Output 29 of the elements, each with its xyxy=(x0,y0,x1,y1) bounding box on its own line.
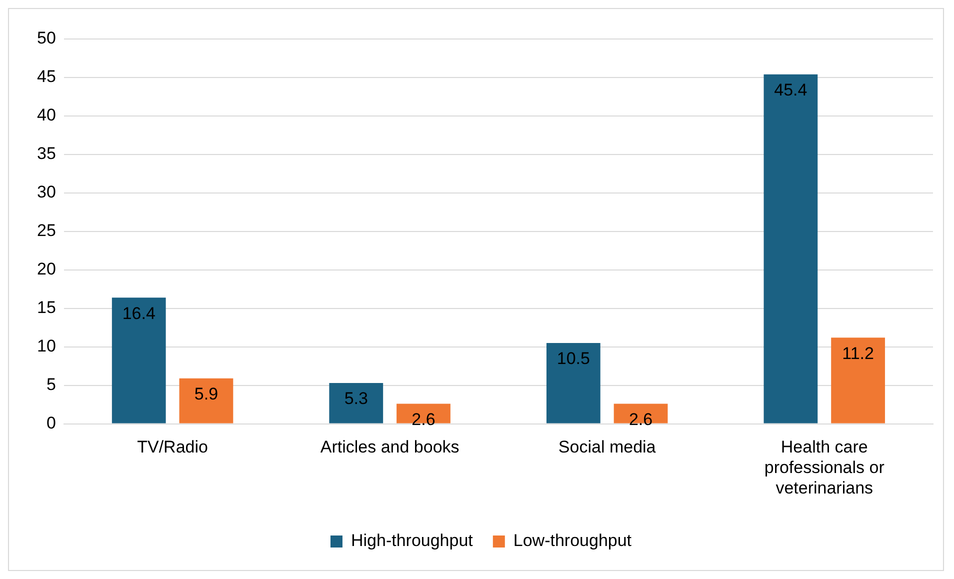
bar xyxy=(764,74,818,424)
y-tick-label: 50 xyxy=(36,28,56,48)
bar xyxy=(329,383,384,424)
bar xyxy=(831,338,885,424)
data-label: 10.5 xyxy=(556,349,590,368)
y-tick-label: 30 xyxy=(36,182,56,202)
y-tick-label: 5 xyxy=(46,375,56,394)
data-label: 11.2 xyxy=(842,344,874,363)
data-label: 5.3 xyxy=(344,389,368,408)
y-tick-label: 10 xyxy=(36,336,56,356)
x-tick-label: Articles and books xyxy=(320,438,460,457)
y-tick-label: 25 xyxy=(36,221,56,240)
legend-label: Low-throughput xyxy=(513,531,632,550)
y-tick-label: 40 xyxy=(36,106,56,125)
y-tick-label: 20 xyxy=(36,260,56,279)
x-tick-label: Health care professionals or veterinarians xyxy=(764,438,885,498)
x-tick-label: TV/Radio xyxy=(137,438,208,457)
y-tick-label: 45 xyxy=(36,67,56,86)
legend-label: High-throughput xyxy=(350,531,474,550)
data-label: 45.4 xyxy=(774,80,808,100)
y-tick-label: 15 xyxy=(36,298,56,318)
data-label: 16.4 xyxy=(122,304,156,323)
data-label: 5.9 xyxy=(194,384,218,404)
bar xyxy=(546,342,600,424)
bar xyxy=(179,378,234,424)
bar xyxy=(112,298,166,424)
x-tick-label: Social media xyxy=(558,438,656,457)
y-tick-label: 0 xyxy=(46,413,56,432)
y-tick-label: 35 xyxy=(36,144,56,164)
